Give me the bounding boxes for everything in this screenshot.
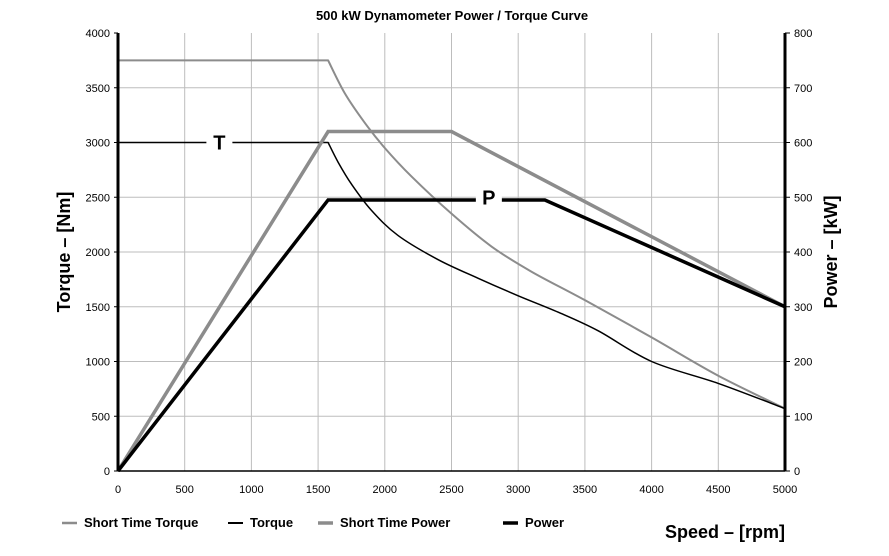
legend-label-short-time-power: Short Time Power xyxy=(340,515,450,530)
y2-tick-label: 700 xyxy=(794,83,812,95)
ticks: 0 500 1000 1500 2000 2500 3000 3500 4000 4500 5000… xyxy=(86,28,813,496)
y-tick-label: 3000 xyxy=(86,138,110,150)
series-torque-line xyxy=(118,141,786,410)
x-tick-label: 1000 xyxy=(239,484,263,496)
annotation-t-label: T xyxy=(213,133,225,155)
y-tick-label: 2500 xyxy=(86,192,110,204)
y2-tick-label: 100 xyxy=(794,411,812,423)
legend: Short Time Torque Torque Short Time Power P… xyxy=(62,515,564,530)
annotation-p-label: P xyxy=(482,187,495,209)
legend-label-short-time-torque: Short Time Torque xyxy=(84,515,198,530)
y-axis-title: Torque – [Nm] xyxy=(54,192,74,313)
series-short-time-power-line xyxy=(116,129,786,472)
series-short-time-torque-line xyxy=(118,59,786,410)
y-tick-label: 1000 xyxy=(86,357,110,369)
y-tick-label: 0 xyxy=(104,466,110,478)
x-tick-label: 3000 xyxy=(506,484,530,496)
x-tick-label: 0 xyxy=(115,484,121,496)
legend-label-torque: Torque xyxy=(250,515,293,530)
x-axis-title: Speed – [rpm] xyxy=(665,522,785,542)
y-tick-label: 1500 xyxy=(86,302,110,314)
x-tick-label: 4500 xyxy=(706,484,730,496)
y-tick-label: 3500 xyxy=(86,83,110,95)
grid xyxy=(118,33,785,471)
y2-tick-label: 200 xyxy=(794,357,812,369)
y2-tick-label: 500 xyxy=(794,192,812,204)
x-tick-label: 4000 xyxy=(639,484,663,496)
x-tick-label: 5000 xyxy=(773,484,797,496)
annotation-backdrop xyxy=(206,130,233,155)
annotation-layer: TP xyxy=(206,130,502,210)
x-tick-label: 500 xyxy=(176,484,194,496)
y-tick-label: 4000 xyxy=(86,28,110,40)
x-tick-label: 3500 xyxy=(573,484,597,496)
y-tick-label: 2000 xyxy=(86,247,110,259)
series-power-line xyxy=(116,198,786,473)
x-tick-label: 2000 xyxy=(373,484,397,496)
y-tick-label: 500 xyxy=(92,411,110,423)
y2-tick-label: 800 xyxy=(794,28,812,40)
series-layer xyxy=(116,59,786,473)
x-tick-label: 1500 xyxy=(306,484,330,496)
y2-axis-title: Power – [kW] xyxy=(821,195,841,308)
annotation-backdrop xyxy=(475,185,502,210)
x-tick-label: 2500 xyxy=(439,484,463,496)
y2-tick-label: 400 xyxy=(794,247,812,259)
y2-tick-label: 0 xyxy=(794,466,800,478)
legend-label-power: Power xyxy=(525,515,564,530)
chart-title: 500 kW Dynamometer Power / Torque Curve xyxy=(316,8,588,23)
y2-tick-label: 300 xyxy=(794,302,812,314)
y2-tick-label: 600 xyxy=(794,138,812,150)
